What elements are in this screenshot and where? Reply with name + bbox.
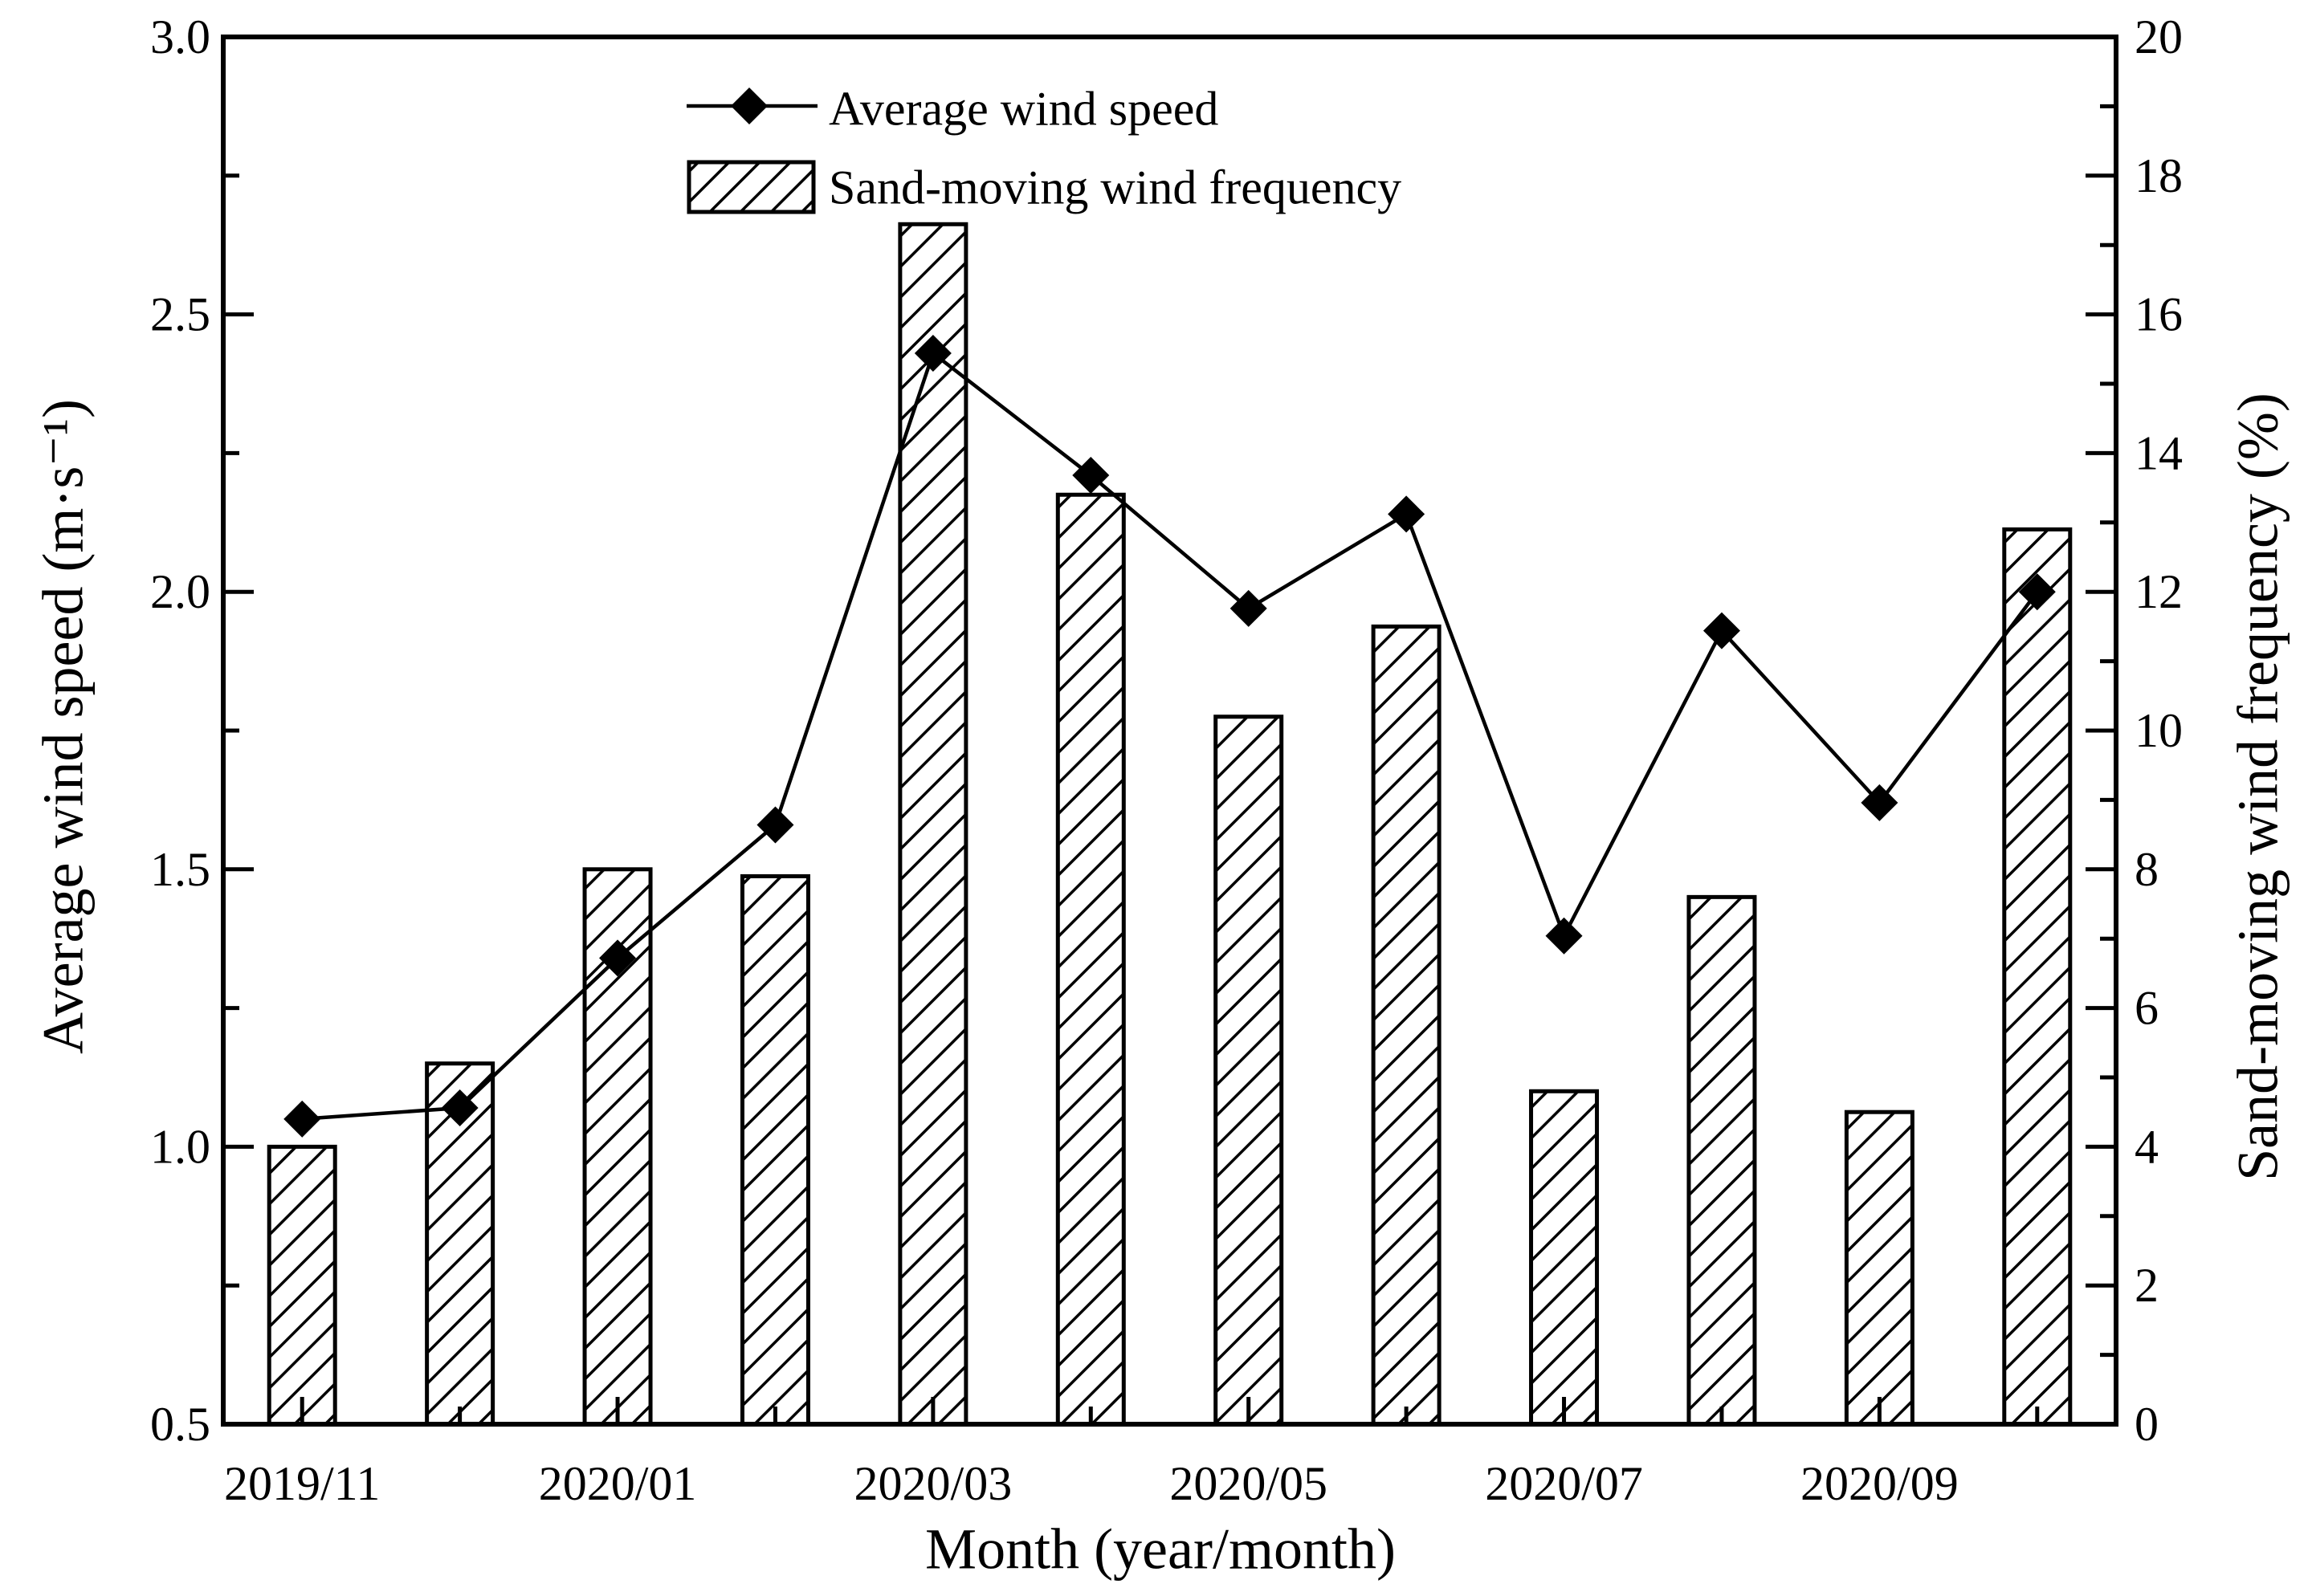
left-axis-tick-label: 1.5: [150, 843, 210, 896]
right-axis: 0 2 4 6 8 10 12 14 16 18 20: [2086, 10, 2183, 1451]
right-axis-tick-label: 0: [2135, 1398, 2159, 1451]
x-axis-tick-label: 2020/09: [1800, 1457, 1959, 1510]
left-axis-tick-label: 3.0: [150, 10, 210, 63]
x-axis-tick-label: 2020/01: [539, 1457, 697, 1510]
left-axis-tick-label: 1.0: [150, 1120, 210, 1173]
right-axis-tick-label: 10: [2135, 704, 2183, 757]
x-axis-tick-label: 2019/11: [224, 1457, 380, 1510]
data-point-2020/01: [599, 939, 637, 977]
right-axis-tick-label: 12: [2135, 565, 2183, 618]
bar-2019/11: [267, 1144, 337, 1427]
data-point-2020/08: [1702, 612, 1740, 649]
left-axis-tick-label: 2.0: [150, 565, 210, 618]
right-axis-tick-label: 8: [2135, 843, 2159, 896]
frequency-bars: [267, 222, 2073, 1427]
bar-2020/10: [2002, 527, 2073, 1427]
data-point-2019/11: [283, 1100, 321, 1138]
right-axis-tick-label: 16: [2135, 288, 2183, 341]
data-point-2020/09: [1861, 784, 1898, 821]
data-point-2020/05: [1229, 589, 1267, 627]
legend-hatched-box-swatch: [687, 160, 816, 214]
data-point-2020/06: [1388, 495, 1425, 533]
data-point-2020/10: [2018, 573, 2056, 611]
left-axis-tick-label: 0.5: [150, 1398, 210, 1451]
right-axis-tick-label: 2: [2135, 1259, 2159, 1312]
x-axis-tick-label: 2020/05: [1169, 1457, 1327, 1510]
x-axis-title: Month (year/month): [925, 1517, 1396, 1582]
data-point-2020/02: [756, 806, 794, 844]
x-axis-tick-label: 2020/03: [854, 1457, 1013, 1510]
data-point-2020/07: [1545, 917, 1583, 955]
bar-2020/09: [1844, 1109, 1914, 1427]
right-axis-tick-label: 6: [2135, 982, 2159, 1035]
left-axis: 0.5 1.0 1.5 2.0 2.5 3.0: [150, 10, 254, 1451]
bar-2020/08: [1686, 894, 1757, 1427]
data-point-2019/12: [441, 1089, 479, 1127]
plot-border: [221, 35, 2118, 1427]
right-axis-title: Sand-moving wind frequency (%): [2225, 393, 2290, 1181]
legend-label-average-wind-speed: Average wind speed: [829, 82, 1219, 136]
wind-speed-line: [302, 350, 2039, 1122]
bottom-axis: 2019/11 2020/01 2020/03 2020/05 2020/07 2020/…: [224, 1397, 2040, 1510]
right-axis-tick-label: 14: [2135, 426, 2183, 479]
legend-diamond-icon: [731, 88, 768, 124]
legend-label-sand-moving-wind-frequency: Sand-moving wind frequency: [829, 161, 1402, 214]
bar-2020/02: [740, 873, 810, 1427]
legend: [687, 88, 818, 214]
right-axis-tick-label: 18: [2135, 149, 2183, 202]
right-axis-tick-label: 4: [2135, 1120, 2159, 1173]
data-point-2020/04: [1072, 457, 1110, 495]
wind-speed-line-series: [283, 334, 2056, 1138]
bar-2020/06: [1371, 624, 1441, 1427]
bar-2020/05: [1213, 715, 1284, 1427]
x-axis-tick-label: 2020/07: [1485, 1457, 1643, 1510]
bar-2020/07: [1529, 1089, 1600, 1427]
bar-2020/03: [898, 222, 968, 1427]
data-point-2020/03: [914, 334, 952, 372]
right-axis-tick-label: 20: [2135, 10, 2183, 63]
left-axis-tick-label: 2.5: [150, 288, 210, 341]
left-axis-title: Average wind speed (m·s⁻¹): [31, 399, 96, 1054]
bar-2020/04: [1055, 492, 1126, 1427]
